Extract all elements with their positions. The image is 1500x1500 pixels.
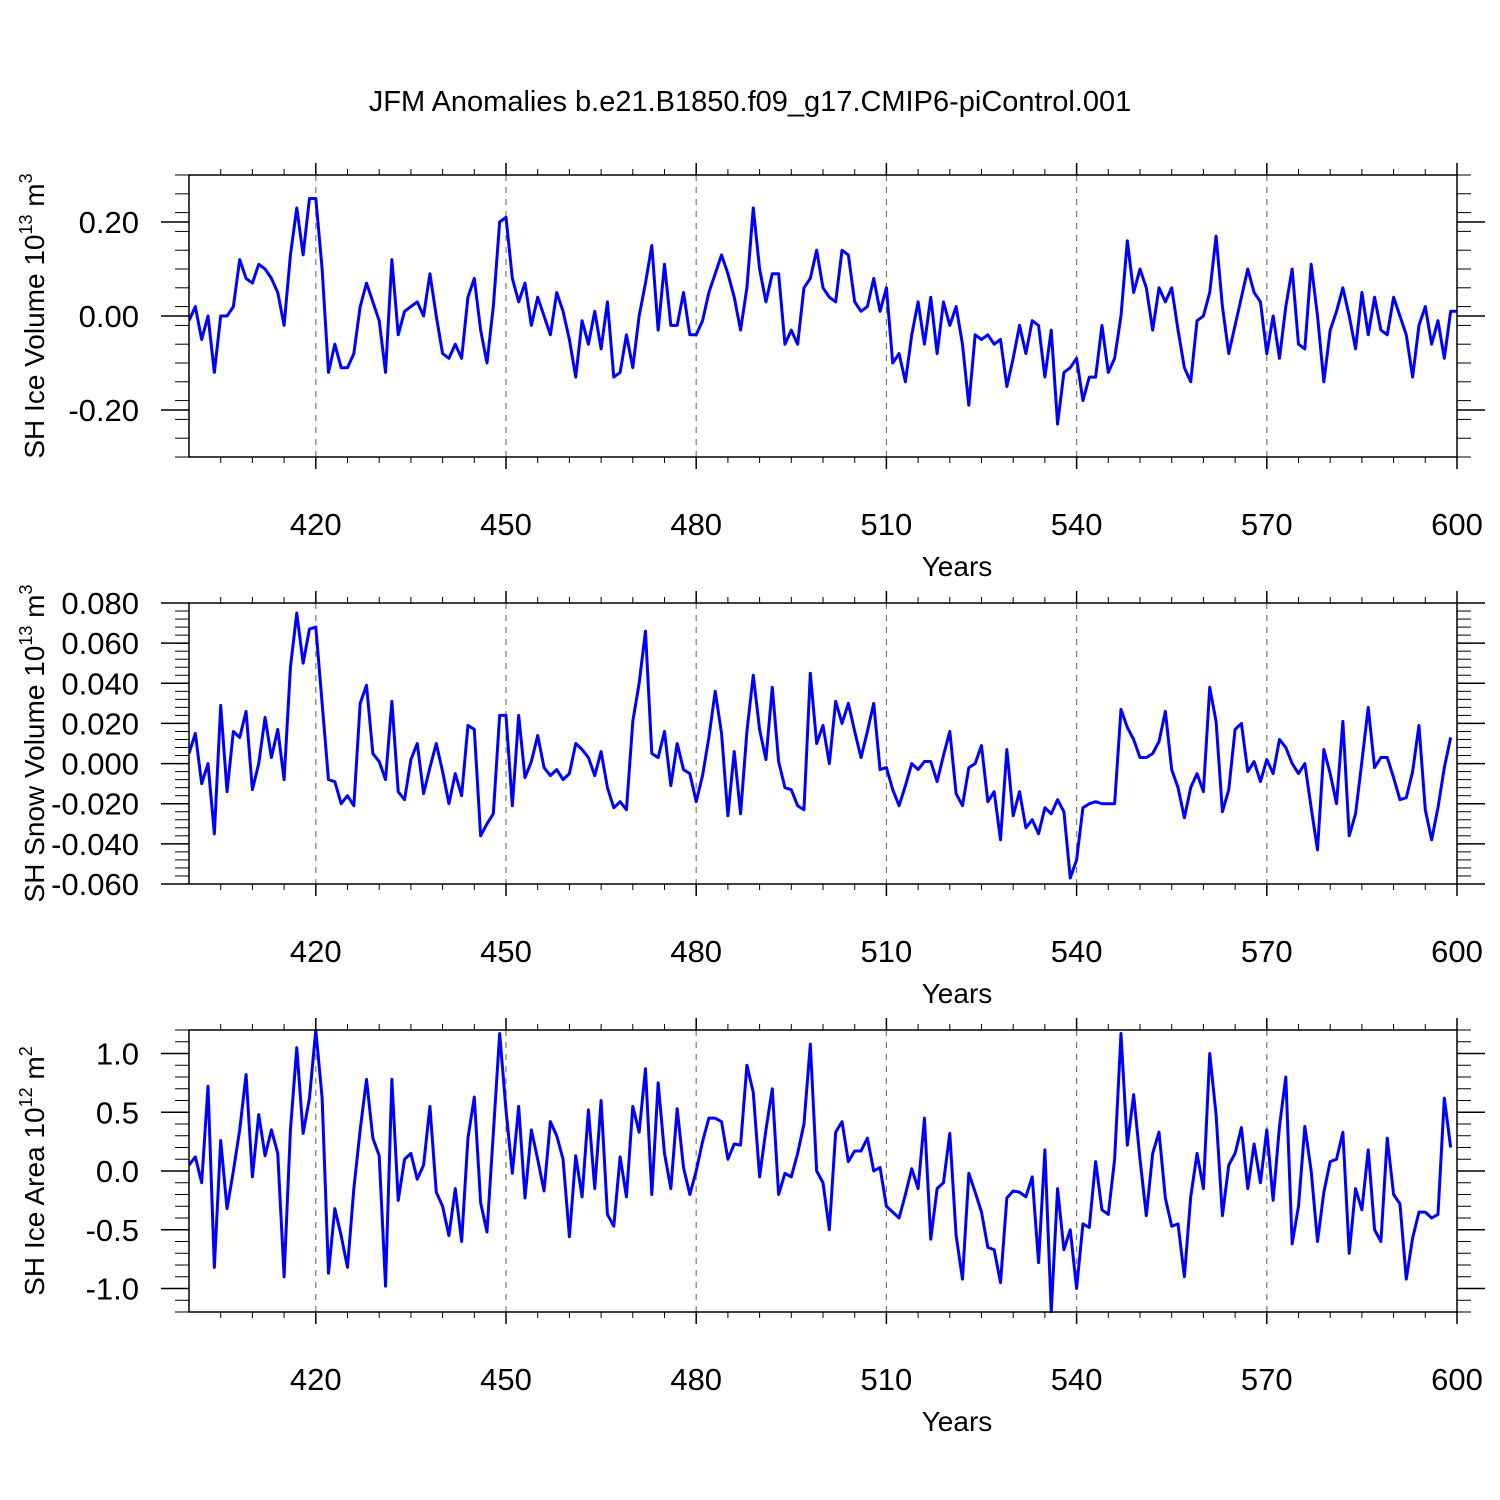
- x-tick-label: 420: [290, 507, 342, 542]
- y-axis-label-text: SH Ice Area 10: [19, 1107, 50, 1295]
- y-tick-label: -0.020: [51, 787, 139, 822]
- y-axis-label-unit: m: [19, 183, 50, 214]
- x-tick-label: 480: [670, 934, 722, 969]
- plot-frame: [188, 174, 1458, 458]
- x-tick-label: 540: [1051, 934, 1103, 969]
- x-tick-label: 510: [861, 1362, 913, 1397]
- y-axis-label: SH Ice Area 1012 m2: [16, 1046, 50, 1296]
- x-axis-label: Years: [922, 1406, 993, 1437]
- x-tick-label: 600: [1431, 1362, 1483, 1397]
- x-tick-label: 450: [480, 1362, 532, 1397]
- figure-title: JFM Anomalies b.e21.B1850.f09_g17.CMIP6-…: [368, 86, 1132, 118]
- y-axis-label-text: SH Ice Volume 10: [19, 235, 50, 459]
- x-tick-label: 570: [1241, 934, 1293, 969]
- chart-panel-3: 420 450 480 510 540 570 600 -1.0 -0.5 0.0 0.5 1.0 Ye…: [16, 1018, 1485, 1437]
- y-axis-label: SH Snow Volume 1013 m3: [16, 585, 50, 903]
- y-tick-label: 0.080: [61, 586, 139, 621]
- y-tick-label: 1.0: [96, 1037, 139, 1072]
- x-tick-label: 600: [1431, 507, 1483, 542]
- y-tick-label: 0.20: [79, 205, 139, 240]
- series-line: [189, 611, 1453, 880]
- plot-frame: [188, 602, 1458, 885]
- series-line: [189, 1029, 1453, 1313]
- y-axis-label: SH Ice Volume 1013 m3: [16, 173, 50, 458]
- x-tick-label: 570: [1241, 507, 1293, 542]
- y-axis-label-unit-exponent: 3: [16, 173, 36, 183]
- y-tick-label: 0.060: [61, 626, 139, 661]
- y-axis-label-unit-exponent: 2: [16, 1046, 36, 1056]
- y-axis-label-text: SH Snow Volume 10: [19, 646, 50, 903]
- x-axis-label: Years: [922, 551, 993, 582]
- x-tick-label: 420: [290, 1362, 342, 1397]
- y-tick-label: 0.0: [96, 1154, 139, 1189]
- x-tick-label: 420: [290, 934, 342, 969]
- y-axis-label-exponent: 13: [16, 214, 36, 234]
- y-tick-label: 0.5: [96, 1095, 139, 1130]
- x-tick-label: 480: [670, 507, 722, 542]
- chart-panel-2: 420 450 480 510 540 570 600 -0.060 -0.040 -0.020 0…: [16, 585, 1485, 1009]
- x-tick-label: 510: [861, 934, 913, 969]
- y-tick-label: -0.20: [68, 393, 139, 428]
- x-tick-label: 450: [480, 507, 532, 542]
- x-tick-label: 540: [1051, 1362, 1103, 1397]
- y-axis-label-exponent: 13: [16, 626, 36, 646]
- y-tick-label: -1.0: [86, 1272, 139, 1307]
- x-tick-label: 600: [1431, 934, 1483, 969]
- x-tick-label: 540: [1051, 507, 1103, 542]
- x-tick-label: 450: [480, 934, 532, 969]
- y-axis-label-unit-exponent: 3: [16, 585, 36, 595]
- x-axis-label: Years: [922, 978, 993, 1009]
- x-tick-label: 510: [861, 507, 913, 542]
- y-tick-label: -0.060: [51, 867, 139, 902]
- y-axis-label-unit: m: [19, 1056, 50, 1087]
- y-tick-label: 0.00: [79, 299, 139, 334]
- x-tick-label: 480: [670, 1362, 722, 1397]
- series-line: [189, 197, 1457, 426]
- x-tick-label: 570: [1241, 1362, 1293, 1397]
- y-tick-label: 0.040: [61, 666, 139, 701]
- y-tick-label: 0.000: [61, 747, 139, 782]
- chart-panel-1: 420 450 480 510 540 570 600 -0.20 0.00 0.20 Years S…: [16, 163, 1485, 582]
- y-axis-label-exponent: 12: [16, 1087, 36, 1107]
- y-tick-label: -0.5: [86, 1213, 139, 1248]
- y-tick-label: -0.040: [51, 827, 139, 862]
- y-tick-label: 0.020: [61, 706, 139, 741]
- y-axis-label-unit: m: [19, 595, 50, 626]
